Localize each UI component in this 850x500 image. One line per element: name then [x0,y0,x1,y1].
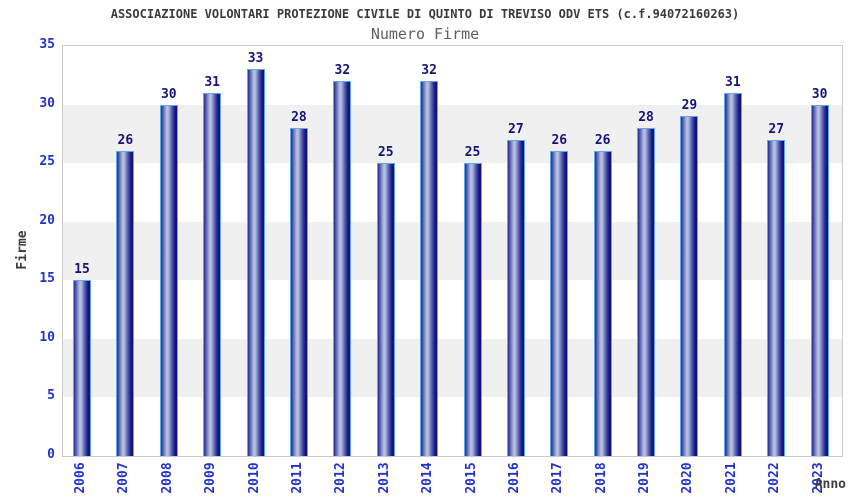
grid-band [63,280,842,339]
x-tick-label-2008: 2008 [159,462,175,494]
bar-2012 [333,81,352,456]
y-tick-label: 25 [39,154,55,170]
x-tick-label-2010: 2010 [246,462,262,494]
bar-value-label: 26 [594,133,611,149]
bar-value-label: 28 [291,110,307,125]
x-tick-label-2013: 2013 [376,462,392,494]
bar-value-label: 30 [160,86,177,102]
x-tick-label-2021: 2021 [723,462,739,494]
bar-value-label: 31 [725,74,741,90]
bar-2007 [116,151,135,456]
x-tick-label-2019: 2019 [637,462,653,494]
bar-2006 [73,280,91,456]
bar-2010 [246,69,265,456]
x-tick-label-2011: 2011 [289,462,305,494]
bar-value-label: 28 [638,110,654,125]
bar-2009 [203,92,222,456]
bar-2020 [680,116,699,456]
x-tick-label-2014: 2014 [420,462,436,494]
bar-value-label: 26 [551,133,568,149]
bar-value-label: 30 [811,86,828,102]
bar-2008 [159,104,178,456]
bar-value-label: 33 [247,51,264,67]
bar-2015 [463,163,482,456]
x-tick-label-2012: 2012 [333,462,349,494]
y-tick-label: 20 [39,212,55,228]
y-tick-label: 30 [39,95,55,111]
bar-value-label: 25 [377,145,394,161]
bar-2022 [767,139,786,456]
x-tick-label-2018: 2018 [593,462,609,494]
bar-2017 [550,151,569,456]
x-axis-title: Anno [814,477,846,492]
bar-2023 [810,104,829,456]
bar-value-label: 31 [204,74,220,90]
bar-value-label: 15 [74,262,90,278]
chart-title: ASSOCIAZIONE VOLONTARI PROTEZIONE CIVILE… [110,7,740,21]
grid-band [63,163,842,222]
x-tick-label-2015: 2015 [463,462,479,494]
grid-band [63,46,842,105]
chart-subtitle: Numero Firme [370,25,480,43]
y-tick-label: 35 [39,37,55,52]
y-tick-label: 15 [39,271,55,287]
grid-band [63,397,842,456]
x-tick-label-2016: 2016 [506,462,522,494]
grid-band [63,338,842,398]
y-tick-label: 10 [39,329,55,345]
bar-value-label: 27 [768,121,785,137]
y-axis-title: Firme [15,230,30,270]
plot-area: 15263031332832253225272626282931273028 [62,45,843,457]
x-tick-label-2009: 2009 [203,462,219,494]
bar-2016 [506,139,525,456]
x-tick-label-2017: 2017 [550,462,566,494]
grid-band [63,221,842,281]
bar-value-label: 29 [681,98,698,114]
x-tick-label-2007: 2007 [116,462,132,494]
bar-value-label: 25 [464,145,481,161]
x-tick-label-2022: 2022 [767,462,783,494]
bar-value-label: 28 [843,110,850,125]
bar-2014 [420,81,439,456]
bar-value-label: 32 [334,63,351,79]
grid-band [63,104,842,164]
bar-2013 [376,163,395,456]
bar-2018 [593,151,612,456]
bar-2019 [637,128,656,456]
y-tick-label: 0 [47,447,55,462]
y-tick-label: 5 [47,388,55,404]
x-tick-label-2020: 2020 [680,462,696,494]
bar-value-label: 27 [508,121,524,137]
x-tick-label-2006: 2006 [73,462,88,494]
bar-2021 [723,92,742,456]
bar-value-label: 32 [421,63,437,79]
bar-value-label: 26 [117,133,134,149]
bar-2011 [289,128,308,456]
